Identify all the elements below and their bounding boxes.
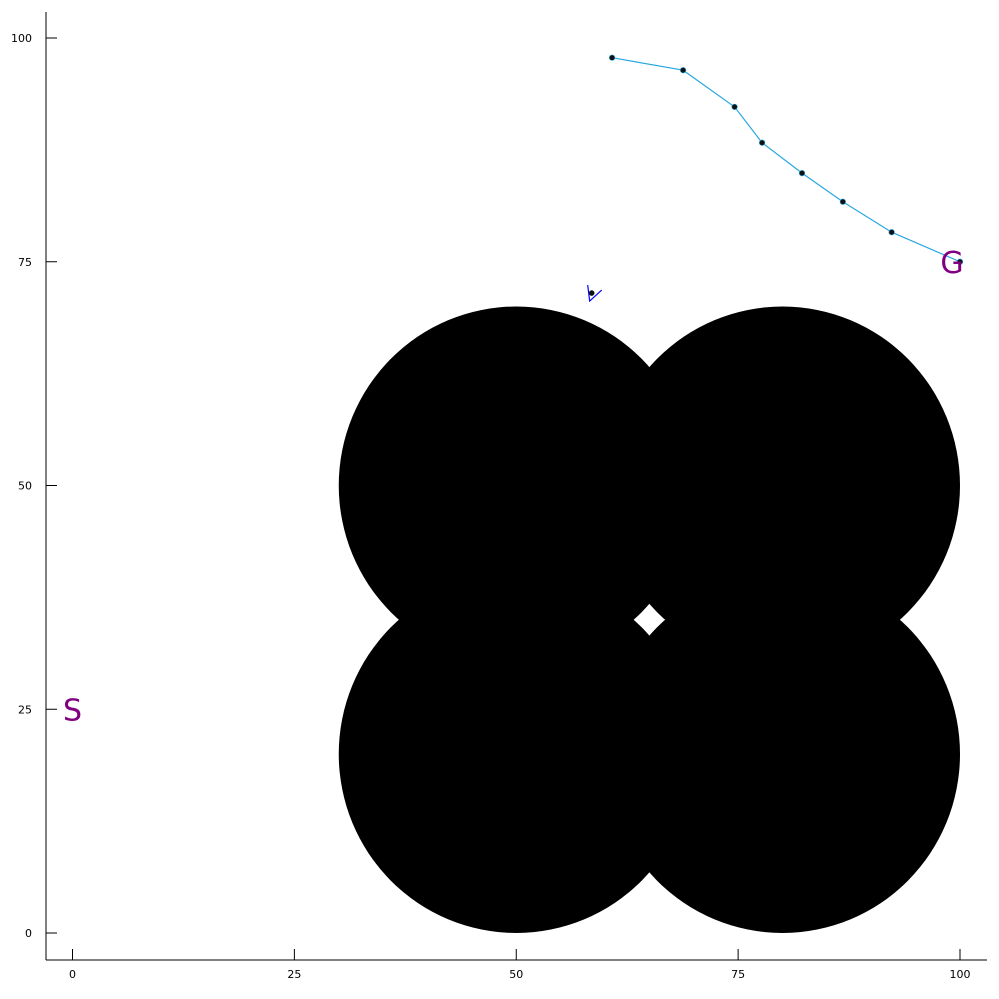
x-tick-label: 100 bbox=[950, 968, 971, 981]
trajectory-point-5 bbox=[798, 170, 806, 177]
trajectory-point-3 bbox=[731, 103, 738, 111]
obstacle-circle-1 bbox=[338, 306, 694, 665]
y-tick-label: 75 bbox=[18, 256, 32, 269]
y-tick-label: 25 bbox=[18, 703, 32, 716]
trajectory-path bbox=[608, 54, 964, 265]
y-tick-label: 0 bbox=[25, 927, 32, 940]
x-tick-label: 25 bbox=[287, 968, 301, 981]
agent-heading-marker bbox=[587, 285, 603, 303]
agent-position-point bbox=[588, 290, 595, 296]
obstacle-circle-4 bbox=[605, 575, 960, 933]
agent-layer bbox=[587, 285, 603, 303]
trajectory-point-1 bbox=[608, 54, 616, 61]
trajectory-point-8 bbox=[956, 258, 964, 265]
trajectory-point-6 bbox=[839, 198, 846, 205]
obstacles-layer bbox=[338, 306, 960, 933]
x-tick-label: 0 bbox=[69, 968, 76, 981]
trajectory-line bbox=[611, 57, 961, 263]
goal-marker-label: G bbox=[940, 246, 963, 281]
trajectory-point-4 bbox=[758, 139, 766, 146]
y-tick-label: 50 bbox=[18, 480, 32, 493]
obstacle-circle-3 bbox=[338, 575, 694, 933]
y-tick-label: 100 bbox=[11, 32, 32, 45]
x-tick-label: 75 bbox=[731, 968, 745, 981]
ticks-layer: 0 25 50 75 100 0 25 50 75 100 bbox=[11, 32, 971, 981]
trajectory-point-2 bbox=[679, 67, 687, 74]
obstacle-circle-2 bbox=[605, 306, 960, 665]
trajectory-point-7 bbox=[888, 229, 895, 236]
start-marker-label: S bbox=[63, 693, 82, 728]
x-tick-label: 50 bbox=[509, 968, 523, 981]
